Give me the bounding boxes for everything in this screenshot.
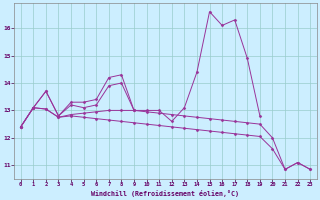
X-axis label: Windchill (Refroidissement éolien,°C): Windchill (Refroidissement éolien,°C)	[92, 190, 239, 197]
